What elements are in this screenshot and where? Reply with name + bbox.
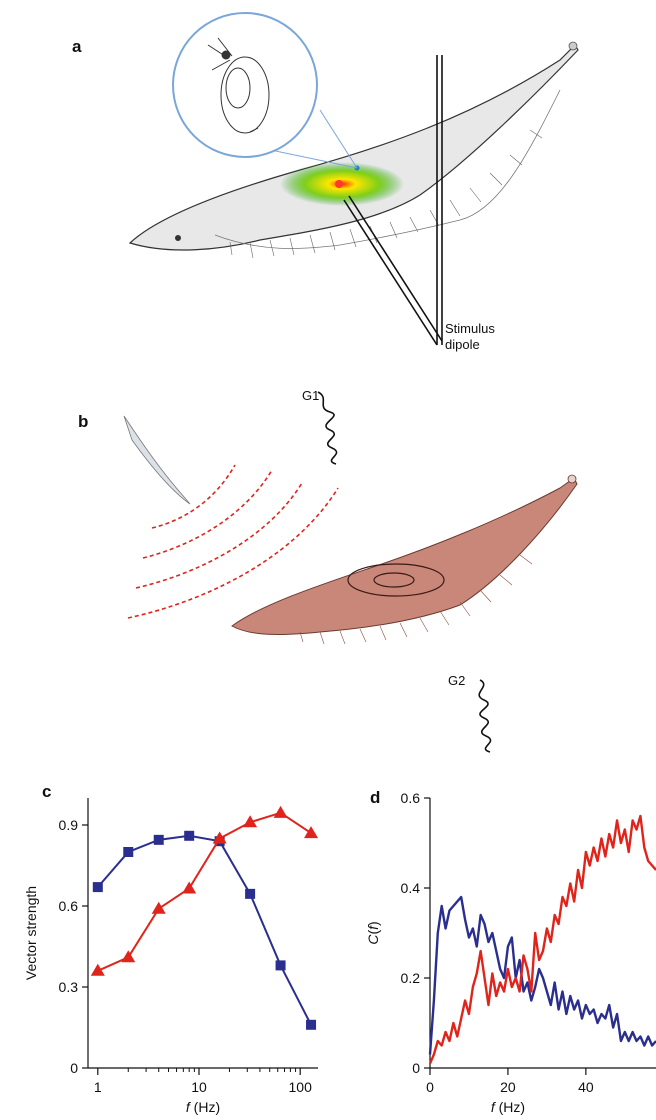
panel-a-illustration [128,12,579,346]
d-y-tick-label: 0 [412,1060,420,1076]
c-square-point [306,1019,317,1030]
panel-b-illustration [123,391,578,753]
panel-d-letter: d [370,788,381,807]
c-y-tick-label: 0.9 [59,817,79,833]
c-triangle-point [151,901,166,914]
coherence-chart: 0 0.2 0.4 0.6 0 20 40 f (Hz) C(f) [365,790,656,1115]
c-square-point [275,960,286,971]
stimulus-dipole-wires [343,55,443,346]
c-square-point [184,830,195,841]
g2-label: G2 [448,673,466,688]
knifefish-drawing [128,44,579,251]
c-square-point [92,882,103,893]
c-triangle-point [243,815,258,828]
d-y-tick-label: 0.2 [401,970,421,986]
c-triangle-point [212,831,227,844]
c-x-axis-label: f (Hz) [186,1099,220,1115]
d-y-axis-label: C(f) [365,921,381,944]
panel-a-letter: a [72,37,82,56]
c-square-point [245,888,256,899]
knifefish-red-drawing [231,477,578,635]
panel-b-letter: b [78,412,89,431]
d-x-tick-label: 20 [500,1079,516,1095]
electric-field-wavefronts [127,464,339,619]
daphnia-drawing [207,37,270,134]
d-x-axis-label: f (Hz) [491,1099,525,1115]
c-y-tick-label: 0.6 [59,898,79,914]
g1-trace [317,391,338,465]
g1-label: G1 [302,388,320,403]
stimulus-label-line2: dipole [445,337,480,352]
c-triangle-point [182,881,197,894]
receptive-field-outer-contour [347,563,445,597]
d-y-tick-label: 0.6 [401,790,421,806]
d-series-line-1 [428,814,656,1064]
c-square-point [153,834,164,845]
c-y-axis-label: Vector strength [23,886,39,980]
c-x-tick-label: 1 [94,1079,102,1095]
d-x-tick-label: 40 [578,1079,594,1095]
c-series-line-1 [97,811,312,972]
c-y-tick-label: 0 [70,1060,78,1076]
distant-fish-drawing [123,415,191,505]
c-triangle-point [121,950,136,963]
receptive-field-inner-contour [373,572,415,588]
c-triangle-point [304,826,319,839]
d-y-tick-label: 0.4 [401,880,421,896]
d-x-tick-label: 0 [426,1079,434,1095]
d-series-line-0 [428,895,656,1055]
c-triangle-point [273,805,288,818]
c-square-point [123,847,134,857]
c-triangle-point [90,963,105,976]
daphnia-inset-circle [172,12,318,158]
panel-c-letter: c [42,782,52,801]
c-y-tick-label: 0.3 [59,979,79,995]
c-x-tick-label: 10 [191,1079,207,1095]
stimulus-label-line1: Stimulus [445,321,495,336]
c-x-tick-label: 100 [289,1079,313,1095]
vector-strength-chart: 0 0.3 0.6 0.9 1 10 100 f (Hz) Vector strength [23,798,319,1115]
c-series-line-0 [97,834,312,1026]
g2-trace [478,679,492,753]
